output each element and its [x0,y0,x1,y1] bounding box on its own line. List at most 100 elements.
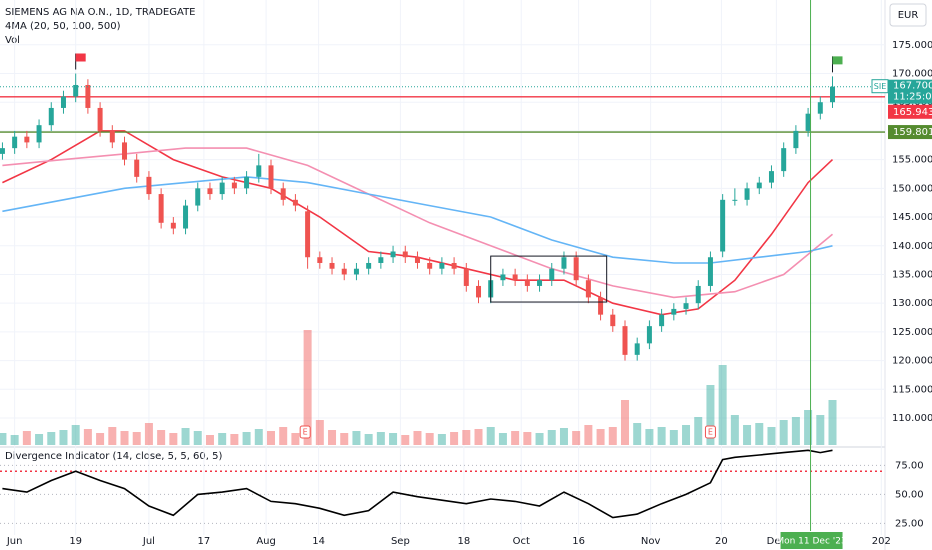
candle-body [24,136,30,143]
volume-bar [791,417,800,445]
candle-body [659,314,665,327]
candle-body [317,257,323,263]
candle-body [207,188,213,195]
y-tick-label: 115.000 [892,384,932,395]
candle-body [341,268,347,275]
volume-bar [511,431,520,445]
volume-bar [132,432,141,445]
candle-body [170,222,176,229]
volume-bar [218,433,227,445]
volume-bar [669,430,678,445]
volume-bar [181,428,190,445]
y-tick-label: 110.000 [892,413,932,424]
volume-bar [303,330,312,445]
y-tick-label: 130.000 [892,298,932,309]
box-annotation [490,255,608,303]
ma-label: 4MA (20, 50, 100, 500) [5,21,121,32]
x-tick-label: 17 [197,536,210,547]
candle-body [707,257,713,286]
candle-body [476,285,482,298]
candle-body [756,182,762,189]
volume-bar [755,423,764,445]
chart-title: SIEMENS AG NA O.N., 1D, TRADEGATE [5,7,196,18]
x-tick-label: 14 [312,536,325,547]
volume-bar [279,427,288,445]
x-tick-label: Sep [391,536,410,547]
candle-body [60,96,66,108]
x-tick-label: 20 [715,536,728,547]
candle-body [720,199,726,252]
volume-bar [608,427,617,445]
volume-bar [120,431,129,445]
volume-bar [779,420,788,445]
volume-bar [633,423,642,445]
candle-body [244,176,250,189]
volume-bar [352,431,361,445]
y-tick-label: 135.000 [892,269,932,280]
candle-body [439,262,445,269]
event-label: E [303,428,308,437]
x-tick-label: 18 [457,536,470,547]
volume-label: Vol [5,35,20,46]
candle-body [817,102,823,114]
candle-body [158,194,164,223]
volume-bar [59,430,68,445]
level-label: 165.943 [893,107,932,118]
last-time: 11:25:02 [893,92,932,103]
candle-body [463,268,469,286]
currency[interactable]: EUR [898,10,919,21]
volume-bar [523,432,532,445]
volume-bar [767,427,776,445]
candle-body [732,199,738,201]
candle-body [768,171,774,183]
symbol: SIE [874,82,887,91]
y-tick-label: 120.000 [892,356,932,367]
currency-button[interactable] [889,3,927,27]
volume-bar [205,435,214,445]
y-tick-label: 170.000 [892,68,932,79]
candle-body [134,159,140,177]
candle-body [537,280,543,286]
volume-bar [291,433,300,445]
candle-body [268,165,274,189]
volume-bar [71,425,80,445]
event-icon [704,425,716,439]
candle-body [292,199,298,206]
volume-bar [10,435,19,445]
x-tick-label: Aug [256,536,276,547]
candle-body [646,326,652,344]
moving-average [2,176,833,264]
candle-body [12,136,18,149]
x-tick-label: 202 [872,536,891,547]
candle-body [414,257,420,263]
volume-bar [328,430,337,445]
candle-body [524,280,530,286]
indicator-label: Divergence Indicator (14, close, 5, 5, 6… [5,451,223,462]
volume-bar [389,433,398,445]
cursor-label: Mon 11 Dec '23 [776,537,846,547]
candle-body [73,84,79,97]
candle-body [97,107,103,131]
candle-body [683,303,689,309]
y-tick-label: 150.000 [892,183,932,194]
volume-bar [376,432,385,445]
candle-body [598,297,604,315]
last-price: 167.700 [893,81,932,92]
event-icon [299,425,311,439]
candle-body [622,326,628,355]
level-label: 159.801 [893,127,932,138]
candle-body [183,205,189,229]
volume-bar [230,434,239,445]
candle-body [219,182,225,195]
volume-bar [657,427,666,445]
volume-bar [816,415,825,445]
candle-body [85,84,91,108]
candle-body [427,262,433,269]
y-tick-label: 125.000 [892,327,932,338]
indicator-tick-label: 50.00 [895,489,924,500]
volume-bar [718,365,727,445]
event-label: E [708,428,713,437]
candle-body [329,262,335,269]
candle-body [512,274,518,281]
